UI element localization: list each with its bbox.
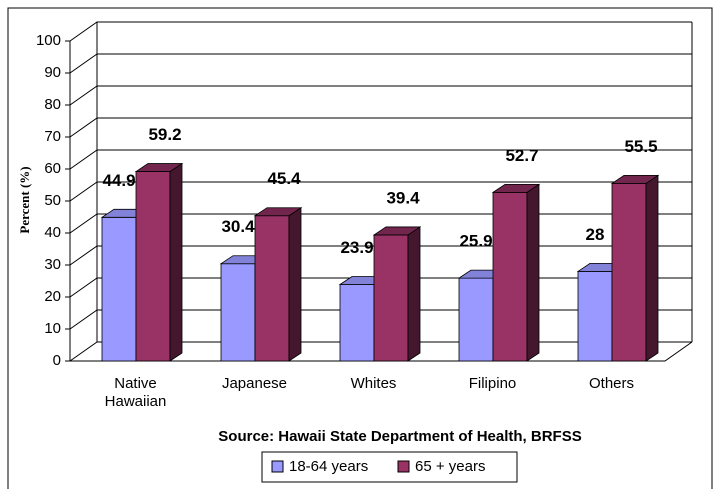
data-label: 28 [586,225,605,244]
legend-label: 18-64 years [289,458,368,475]
bar-front [101,216,137,362]
bar [610,174,660,362]
grid-line [69,117,692,138]
source: Source: Hawaii State Department of Healt… [218,428,581,445]
legend-swatch [271,460,284,473]
grid-line [69,181,692,202]
y-tick-label: 70 [44,128,61,145]
y-axis-label: Percent (%) [17,166,32,233]
bar-top [610,174,660,184]
y-tick-label: 100 [36,32,61,49]
x-tick-label: Filipino [468,375,517,392]
data-label: 59.2 [148,125,181,144]
data-label: 45.4 [267,169,301,188]
x-tick-label: Native Hawaiian [104,375,167,410]
bar-front [458,277,494,362]
bar-top [134,163,184,172]
x-tick-label: Whites [350,375,397,392]
grid-line [69,21,692,42]
bar-top [253,207,303,217]
bar-side [645,174,659,362]
data-label: 30.4 [221,217,255,236]
data-label: 39.4 [386,188,420,207]
y-tick-label: 90 [44,64,61,81]
bar [253,206,303,362]
data-label: 44.9 [102,171,135,190]
chart-border [7,7,713,489]
bar-front [373,234,409,362]
data-label: 23.9 [340,238,373,257]
y-tick-label: 50 [44,192,61,209]
y-tick-label: 40 [44,224,61,241]
bar-front [135,171,171,362]
bar-front [339,284,375,362]
data-label: 52.7 [505,146,538,165]
bar [491,183,541,362]
x-tick-label: Others [588,375,634,392]
bar-top [372,226,422,236]
y-tick-label: 0 [53,352,61,369]
bar-side [526,183,540,362]
bar-side [288,206,302,362]
bar-front [220,263,256,362]
grid-line [69,53,692,74]
legend-swatch [397,460,410,473]
data-label: 55.5 [624,137,657,156]
grid-line [69,85,692,106]
y-tick-label: 80 [44,96,61,113]
bar-front [492,191,528,362]
legend-box [261,451,518,483]
bar-front [611,182,647,362]
legend-label: 65 + years [415,458,485,475]
y-tick-label: 10 [44,320,61,337]
y-tick-label: 20 [44,288,61,305]
x-tick-label: Japanese [221,375,288,392]
bar-side [169,162,183,362]
bar [134,162,184,362]
bar-top [491,183,541,193]
bar-front [254,215,290,362]
y-tick-label: 60 [44,160,61,177]
bar-side [407,226,421,362]
grid-line [69,149,692,170]
y-tick-label: 30 [44,256,61,273]
data-label: 25.9 [459,232,492,251]
bar-front [577,270,613,362]
bar [372,226,422,362]
